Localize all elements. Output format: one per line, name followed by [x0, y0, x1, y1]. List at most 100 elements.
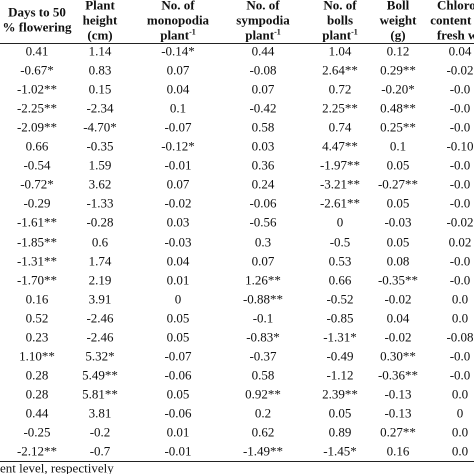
- table-cell: 0.03: [166, 214, 190, 230]
- table-cell: -1.31*: [323, 329, 357, 345]
- header-cell: No. of: [323, 0, 357, 13]
- table-cell: 0.05: [328, 405, 352, 421]
- header-cell: (cm): [87, 27, 113, 43]
- table-cell: 0.74: [328, 119, 352, 135]
- header-cell: Boll: [386, 0, 410, 13]
- table-cell: -2.61**: [319, 195, 361, 211]
- table-cell: -0.02: [446, 214, 474, 230]
- table-cell: 0.05: [166, 386, 190, 402]
- table-cell: 0.62: [251, 424, 275, 440]
- table-cell: -0.5: [329, 234, 351, 249]
- table-cell: -1.97**: [319, 157, 361, 173]
- table-cell: 2.64**: [322, 62, 358, 78]
- table-cell: 0.23: [25, 329, 49, 345]
- table-cell: -0.29: [23, 195, 51, 211]
- header-cell: plant-1: [245, 28, 281, 43]
- header-text: plant: [322, 27, 352, 43]
- table-cell: -0.0: [449, 119, 471, 135]
- table-cell: 1.04: [328, 43, 352, 59]
- table-cell: -0.13: [384, 405, 412, 421]
- table-cell: -0.10: [446, 138, 474, 154]
- table-cell: 0.44: [251, 43, 275, 59]
- header-cell: bolls: [326, 12, 354, 28]
- table-cell: 5.81**: [82, 386, 118, 402]
- table-cell: -0.0: [449, 81, 471, 97]
- table-cell: 0.05: [166, 329, 190, 345]
- table-cell: 5.32*: [85, 348, 115, 364]
- table-cell: 0.48**: [380, 100, 416, 116]
- table-cell: 0.92**: [245, 386, 281, 402]
- table-cell: -0.14*: [161, 43, 195, 59]
- table-cell: -1.49**: [242, 443, 284, 459]
- table-cell: -2.46: [86, 310, 114, 326]
- table-cell: -1.31**: [16, 253, 58, 269]
- table-cell: -0.7: [89, 443, 111, 459]
- table-cell: 0: [456, 405, 464, 421]
- table-cell: -0.2: [89, 424, 111, 440]
- table-cell: -0.13: [384, 386, 412, 402]
- table-cell: -0.01: [164, 443, 192, 459]
- table-cell: 0.1: [169, 100, 187, 116]
- table-cell: -0.20*: [381, 81, 415, 97]
- table-cell: -4.70*: [83, 119, 117, 135]
- table-cell: -0.0: [449, 348, 471, 364]
- table-cell: 0.05: [386, 234, 410, 249]
- table-cell: -0.01: [164, 157, 192, 173]
- table-cell: -0.25: [23, 424, 51, 440]
- table-cell: 0.36: [251, 157, 275, 173]
- table-cell: 0.01: [166, 424, 190, 440]
- table-cell: -1.61**: [16, 214, 58, 230]
- table-cell: -0.0: [449, 195, 471, 211]
- table-cell: 4.47**: [322, 138, 358, 154]
- table-cell: 0.3: [254, 234, 272, 249]
- table-cell: -0.07: [164, 348, 192, 364]
- superscript: -1: [189, 27, 196, 37]
- table-cell: -0.06: [164, 367, 192, 383]
- table-cell: -0.03: [384, 214, 412, 230]
- header-cell: plant-1: [160, 28, 196, 43]
- table-cell: 0.1: [389, 138, 407, 154]
- table-cell: 0.04: [166, 81, 190, 97]
- table-cell: 2.19: [88, 272, 112, 288]
- table-cell: -1.12: [326, 367, 354, 383]
- header-cell: monopodia: [146, 12, 210, 28]
- header-cell: sympodia: [236, 12, 290, 28]
- table-cell: 0.24: [251, 176, 275, 192]
- table-cell: -2.25**: [16, 100, 58, 116]
- superscript: -1: [351, 27, 358, 37]
- table-cell: 0.07: [166, 176, 190, 192]
- table-cell: -0.07: [164, 119, 192, 135]
- header-cell: Days to 50: [8, 4, 66, 20]
- table-cell: 0.07: [251, 253, 275, 269]
- table-cell: 0: [336, 214, 344, 230]
- table-cell: 0.66: [25, 138, 49, 154]
- table-cell: 0.53: [328, 253, 352, 269]
- table-cell: 2.25**: [322, 100, 358, 116]
- table-cell: 2.39**: [322, 386, 358, 402]
- header-cell: Plant: [85, 0, 115, 13]
- table-cell: -0.02: [164, 195, 192, 211]
- table-cell: -0.0: [449, 176, 471, 192]
- bottom-rule: [0, 461, 474, 462]
- table-cell: -1.33: [86, 195, 114, 211]
- table-cell: -0.49: [326, 348, 354, 364]
- table-cell: -0.54: [23, 157, 51, 173]
- table-cell: -0.0: [449, 157, 471, 173]
- table-cell: -0.06: [249, 195, 277, 211]
- table-cell: 3.91: [88, 291, 112, 307]
- header-cell: content (m: [430, 12, 474, 28]
- table-cell: -0.02: [446, 62, 474, 78]
- table-cell: 0.15: [88, 81, 112, 97]
- table-cell: -0.28: [86, 214, 114, 230]
- table-cell: 0.05: [166, 310, 190, 326]
- table-cell: 0.89: [328, 424, 352, 440]
- table-cell: -1.70**: [16, 272, 58, 288]
- table-cell: 5.49**: [82, 367, 118, 383]
- table-cell: 0.07: [251, 81, 275, 97]
- table-cell: 0.16: [386, 443, 410, 459]
- table-cell: -3.21**: [319, 176, 361, 192]
- table-cell: -1.02**: [16, 81, 58, 97]
- table-cell: 0.58: [251, 367, 275, 383]
- table-cell: 0.04: [166, 253, 190, 269]
- header-cell: % flowering: [2, 19, 72, 35]
